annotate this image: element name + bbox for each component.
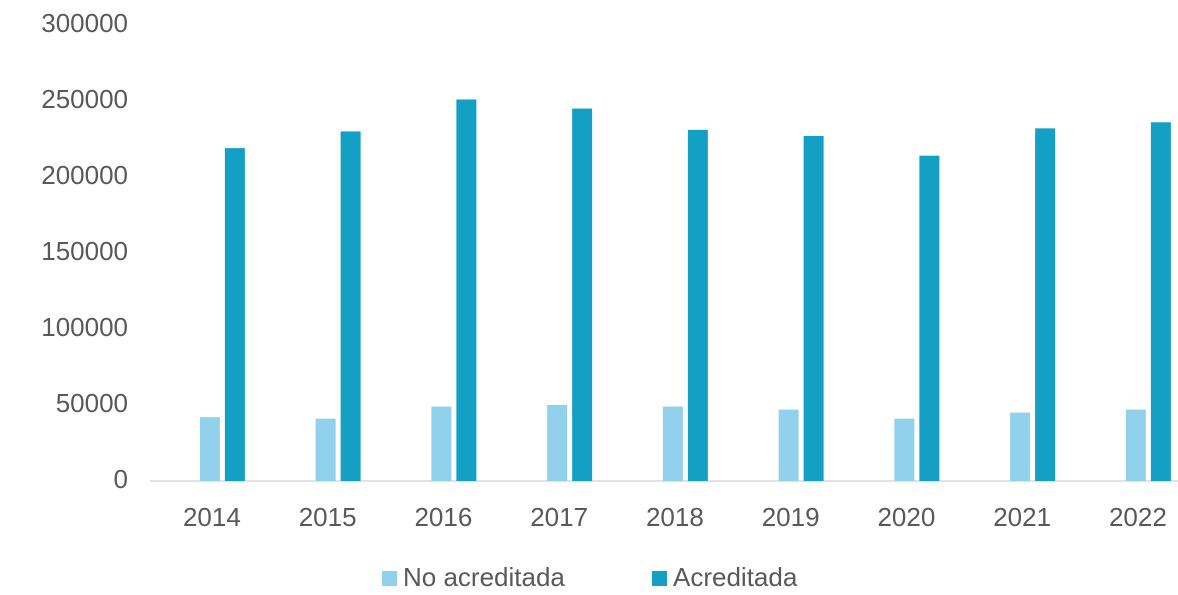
y-tick-label: 50000: [56, 388, 128, 418]
y-tick-label: 150000: [41, 236, 128, 266]
x-tick-label: 2020: [877, 502, 935, 532]
x-tick-label: 2021: [993, 502, 1051, 532]
bar: [894, 418, 915, 481]
x-tick-label: 2018: [646, 502, 704, 532]
y-tick-label: 250000: [41, 84, 128, 114]
bar: [662, 406, 683, 481]
bar: [1010, 412, 1031, 481]
bar: [431, 406, 452, 481]
bar: [919, 155, 940, 481]
bar: [315, 418, 336, 481]
bar: [687, 129, 708, 481]
x-tick-label: 2014: [183, 502, 241, 532]
x-tick-label: 2019: [762, 502, 820, 532]
legend-label: Acreditada: [673, 562, 798, 590]
bar: [456, 99, 477, 481]
bar: [572, 108, 593, 481]
bar: [1125, 409, 1146, 481]
legend-label: No acreditada: [403, 562, 565, 590]
x-tick-label: 2015: [299, 502, 357, 532]
legend-swatch: [652, 571, 667, 586]
bar: [1150, 122, 1171, 481]
bar: [778, 409, 799, 481]
bar: [547, 405, 568, 481]
legend-swatch: [382, 571, 397, 586]
bar: [199, 417, 220, 481]
x-tick-label: 2016: [414, 502, 472, 532]
y-tick-label: 0: [114, 464, 128, 494]
bar: [1035, 128, 1056, 482]
x-tick-label: 2017: [530, 502, 588, 532]
y-tick-label: 300000: [41, 8, 128, 38]
x-tick-label: 2022: [1109, 502, 1167, 532]
bar: [224, 148, 245, 481]
y-tick-label: 200000: [41, 160, 128, 190]
y-tick-label: 100000: [41, 312, 128, 342]
bar: [803, 135, 824, 481]
bar: [340, 131, 361, 481]
